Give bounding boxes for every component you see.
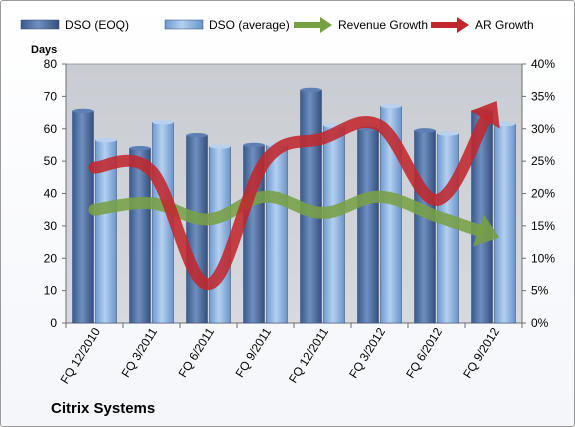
bar-top-cap — [129, 145, 151, 151]
right-tick-label: 20% — [531, 187, 555, 201]
bar-top-cap — [209, 144, 231, 149]
left-tick-label: 50 — [44, 154, 58, 168]
right-tick-label: 15% — [531, 219, 555, 233]
arrowhead-ar-growth — [470, 100, 500, 129]
line-ar-growth — [88, 113, 492, 291]
x-category-label: FQ 12/2011 — [286, 325, 331, 386]
right-tick-label: 35% — [531, 89, 555, 103]
company-label: Citrix Systems — [51, 400, 155, 417]
left-tick-label: 80 — [44, 57, 58, 71]
legend: DSO (EOQ) DSO (average) Revenue Growth AR G… — [20, 17, 534, 33]
bar-dso-average — [209, 146, 231, 324]
legend-label-revenue-growth: Revenue Growth — [338, 18, 428, 32]
left-tick-label: 20 — [44, 251, 58, 265]
bar-top-cap — [72, 108, 94, 114]
bar-dso-eoq — [357, 128, 379, 324]
bar-dso-eoq — [186, 134, 208, 324]
legend-swatch-dso-average- — [164, 19, 204, 30]
bar-top-cap — [494, 121, 516, 127]
bar-dso-eoq — [414, 130, 436, 324]
x-category-label: FQ 6/2012 — [403, 325, 445, 381]
left-tick-label: 70 — [44, 89, 58, 103]
left-tick-label: 10 — [44, 284, 58, 298]
bar-top-cap — [95, 137, 117, 143]
right-tick-label: 40% — [531, 57, 555, 71]
right-tick-label: 25% — [531, 154, 555, 168]
legend-label-dso-average-: DSO (average) — [209, 18, 290, 32]
left-tick-label: 30 — [44, 219, 58, 233]
bar-dso-average — [494, 123, 516, 324]
left-tick-label: 0 — [50, 316, 57, 330]
right-tick-label: 30% — [531, 122, 555, 136]
x-category-label: FQ 12/2010 — [58, 325, 104, 386]
bar-dso-eoq — [72, 110, 94, 324]
bar-top-cap — [414, 128, 436, 133]
x-category-label: FQ 3/2011 — [119, 325, 161, 380]
bar-top-cap — [243, 142, 265, 148]
x-category-label: FQ 9/2012 — [460, 325, 502, 381]
bar-top-cap — [152, 120, 174, 125]
legend-label-ar-growth: AR Growth — [475, 18, 534, 32]
left-tick-label: 40 — [44, 187, 58, 201]
bar-dso-average — [323, 125, 345, 324]
bar-top-cap — [437, 131, 459, 136]
right-tick-label: 5% — [531, 284, 549, 298]
bar-dso-average — [266, 144, 288, 324]
right-tick-label: 10% — [531, 251, 555, 265]
bar-top-cap — [300, 87, 322, 93]
x-category-label: FQ 3/2012 — [346, 325, 388, 381]
left-axis-unit-label: Days — [31, 44, 57, 56]
line-revenue-growth — [88, 190, 485, 237]
legend-label-dso-eoq-: DSO (EOQ) — [65, 18, 129, 32]
arrowhead-revenue-growth — [472, 214, 500, 247]
left-tick-label: 60 — [44, 122, 58, 136]
x-category-label: FQ 9/2011 — [233, 325, 275, 380]
growth-lines — [88, 100, 500, 291]
bar-top-cap — [380, 103, 402, 109]
x-category-label: FQ 6/2011 — [176, 325, 218, 380]
legend-arrow-ar-growth — [457, 17, 469, 33]
legend-swatch-dso-eoq- — [20, 19, 60, 30]
legend-arrow-revenue-growth — [320, 17, 332, 33]
bar-top-cap — [186, 133, 208, 138]
right-tick-label: 0% — [531, 316, 549, 330]
